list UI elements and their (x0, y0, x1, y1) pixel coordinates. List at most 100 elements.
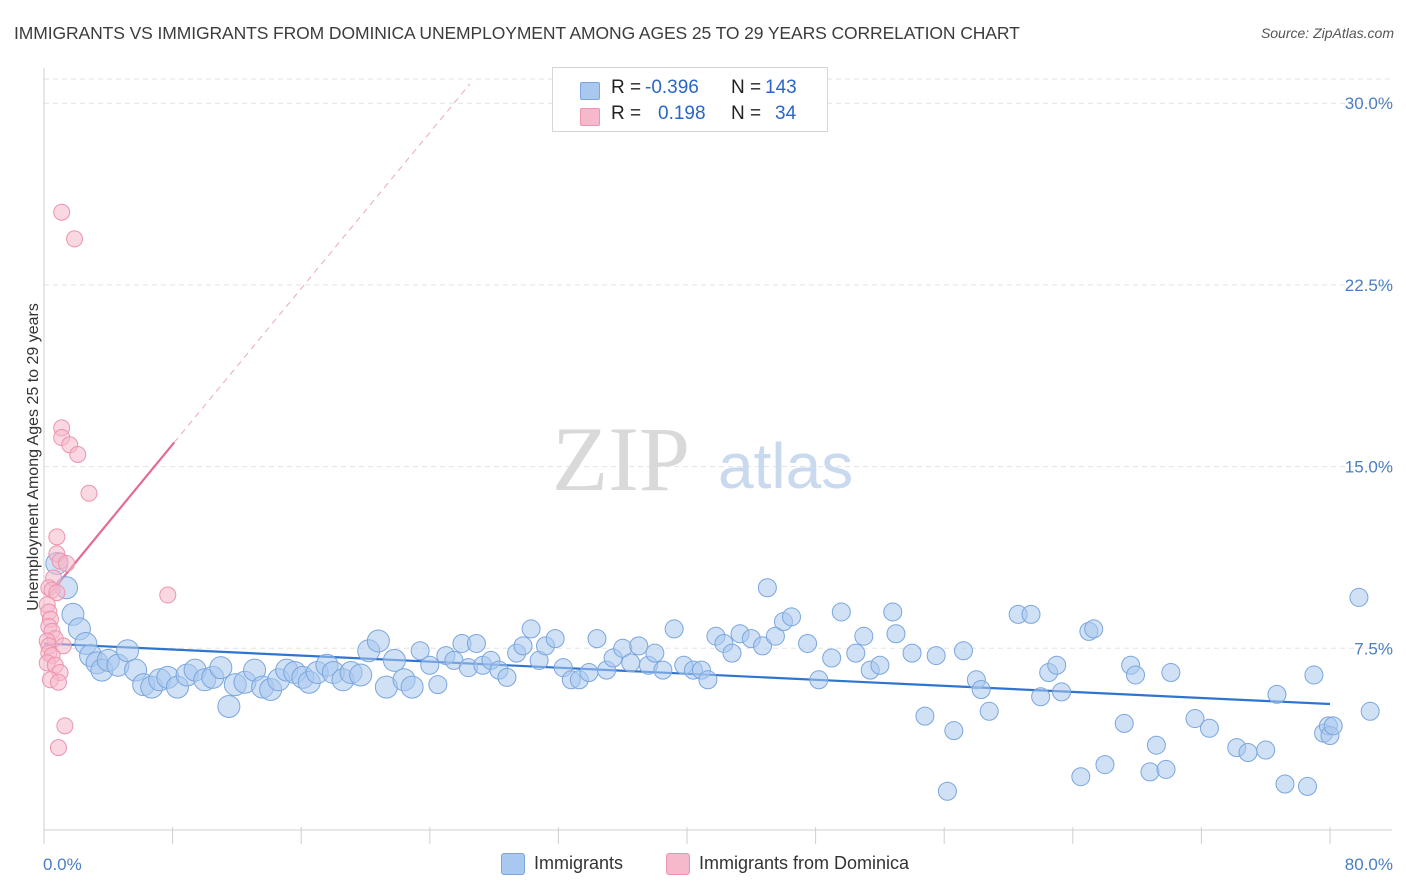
point-immigrants (513, 636, 533, 656)
point-immigrants (1185, 709, 1205, 729)
point-immigrants (883, 602, 903, 622)
point-immigrants (1125, 665, 1145, 685)
point-immigrants (579, 663, 599, 683)
point-dominica (48, 528, 66, 546)
x-tick-label: 0.0% (43, 855, 82, 874)
point-dominica (66, 230, 84, 248)
point-immigrants (1256, 740, 1276, 760)
legend-row-immigrants: R = -0.396 N = 143 (553, 77, 827, 103)
point-immigrants (831, 602, 851, 622)
point-immigrants (1267, 684, 1287, 704)
legend-n-value-dominica: 34 (775, 103, 797, 124)
point-immigrants (1297, 776, 1317, 796)
legend-n-value-immigrants: 143 (765, 77, 797, 98)
point-immigrants (765, 626, 785, 646)
point-immigrants (1156, 759, 1176, 779)
legend-r-label: R = (611, 77, 642, 98)
point-immigrants (466, 633, 486, 653)
point-immigrants (1323, 716, 1343, 736)
legend-r-value-immigrants: -0.396 (645, 77, 699, 98)
point-immigrants (521, 619, 541, 639)
point-immigrants (753, 636, 773, 656)
point-immigrants (944, 721, 964, 741)
y-tick-label: 15.0% (1345, 458, 1393, 477)
point-immigrants (822, 648, 842, 668)
y-tick-label: 22.5% (1345, 276, 1393, 295)
point-dominica (53, 203, 71, 221)
bottom-legend-label-immigrants: Immigrants (534, 853, 624, 873)
point-immigrants (937, 781, 957, 801)
legend-r-value-dominica: 0.198 (658, 103, 706, 124)
point-dominica (159, 586, 177, 604)
point-immigrants (915, 706, 935, 726)
point-immigrants (653, 660, 673, 680)
legend-n-label: N = (731, 103, 762, 124)
point-immigrants (979, 701, 999, 721)
point-immigrants (854, 626, 874, 646)
point-immigrants (886, 624, 906, 644)
point-immigrants (497, 667, 517, 687)
point-immigrants (587, 629, 607, 649)
correlation-legend: R = -0.396 N = 143 R = 0.198 N = 34 (552, 67, 828, 132)
point-immigrants (629, 636, 649, 656)
point-immigrants (781, 607, 801, 627)
watermark: ZIP atlas (552, 408, 853, 510)
watermark-zip: ZIP (552, 408, 690, 510)
trend-line-dominica (47, 441, 176, 596)
point-immigrants (698, 670, 718, 690)
bottom-legend-label-dominica: Immigrants from Dominica (699, 853, 910, 873)
point-immigrants (1047, 655, 1067, 675)
bottom-legend-swatch-immigrants (501, 853, 525, 875)
point-dominica (49, 739, 67, 757)
legend-row-dominica: R = 0.198 N = 34 (553, 103, 827, 129)
point-immigrants (545, 629, 565, 649)
point-immigrants (1095, 755, 1115, 775)
point-immigrants (209, 656, 233, 680)
legend-r-label: R = (611, 103, 642, 124)
point-immigrants (1140, 762, 1160, 782)
point-immigrants (1146, 735, 1166, 755)
legend-swatch-dominica (580, 108, 600, 126)
trend-layer (43, 83, 1331, 706)
point-immigrants (410, 641, 430, 661)
y-axis-label: Unemployment Among Ages 25 to 29 years (25, 303, 42, 611)
point-immigrants (420, 655, 440, 675)
point-immigrants (757, 578, 777, 598)
y-tick-label: 30.0% (1345, 94, 1393, 113)
point-immigrants (953, 641, 973, 661)
point-immigrants (349, 663, 373, 687)
point-immigrants (664, 619, 684, 639)
point-immigrants (926, 646, 946, 666)
point-immigrants (1161, 663, 1181, 683)
source-label: Source: ZipAtlas.com (1260, 25, 1394, 41)
bottom-legend-swatch-dominica (666, 853, 690, 875)
point-immigrants (217, 694, 241, 718)
point-immigrants (722, 643, 742, 663)
point-immigrants (1360, 701, 1380, 721)
watermark-atlas: atlas (718, 430, 853, 502)
point-immigrants (1275, 774, 1295, 794)
point-immigrants (366, 629, 390, 653)
point-immigrants (971, 679, 991, 699)
point-immigrants (1084, 619, 1104, 639)
y-tick-label: 7.5% (1354, 639, 1393, 658)
point-immigrants (1071, 767, 1091, 787)
point-immigrants (809, 670, 829, 690)
point-dominica (49, 673, 67, 691)
point-immigrants (1349, 587, 1369, 607)
point-dominica (56, 717, 74, 735)
grid-layer (44, 78, 1392, 649)
x-tick-label: 80.0% (1345, 855, 1393, 874)
point-immigrants (1238, 742, 1258, 762)
point-immigrants (1052, 682, 1072, 702)
point-dominica (54, 637, 72, 655)
point-immigrants (382, 648, 406, 672)
point-immigrants (116, 639, 140, 663)
point-immigrants (400, 675, 424, 699)
trend-line-dominica-extension (173, 83, 471, 443)
point-immigrants (1021, 604, 1041, 624)
points-layer (38, 203, 1380, 801)
point-dominica (80, 484, 98, 502)
point-immigrants (798, 633, 818, 653)
